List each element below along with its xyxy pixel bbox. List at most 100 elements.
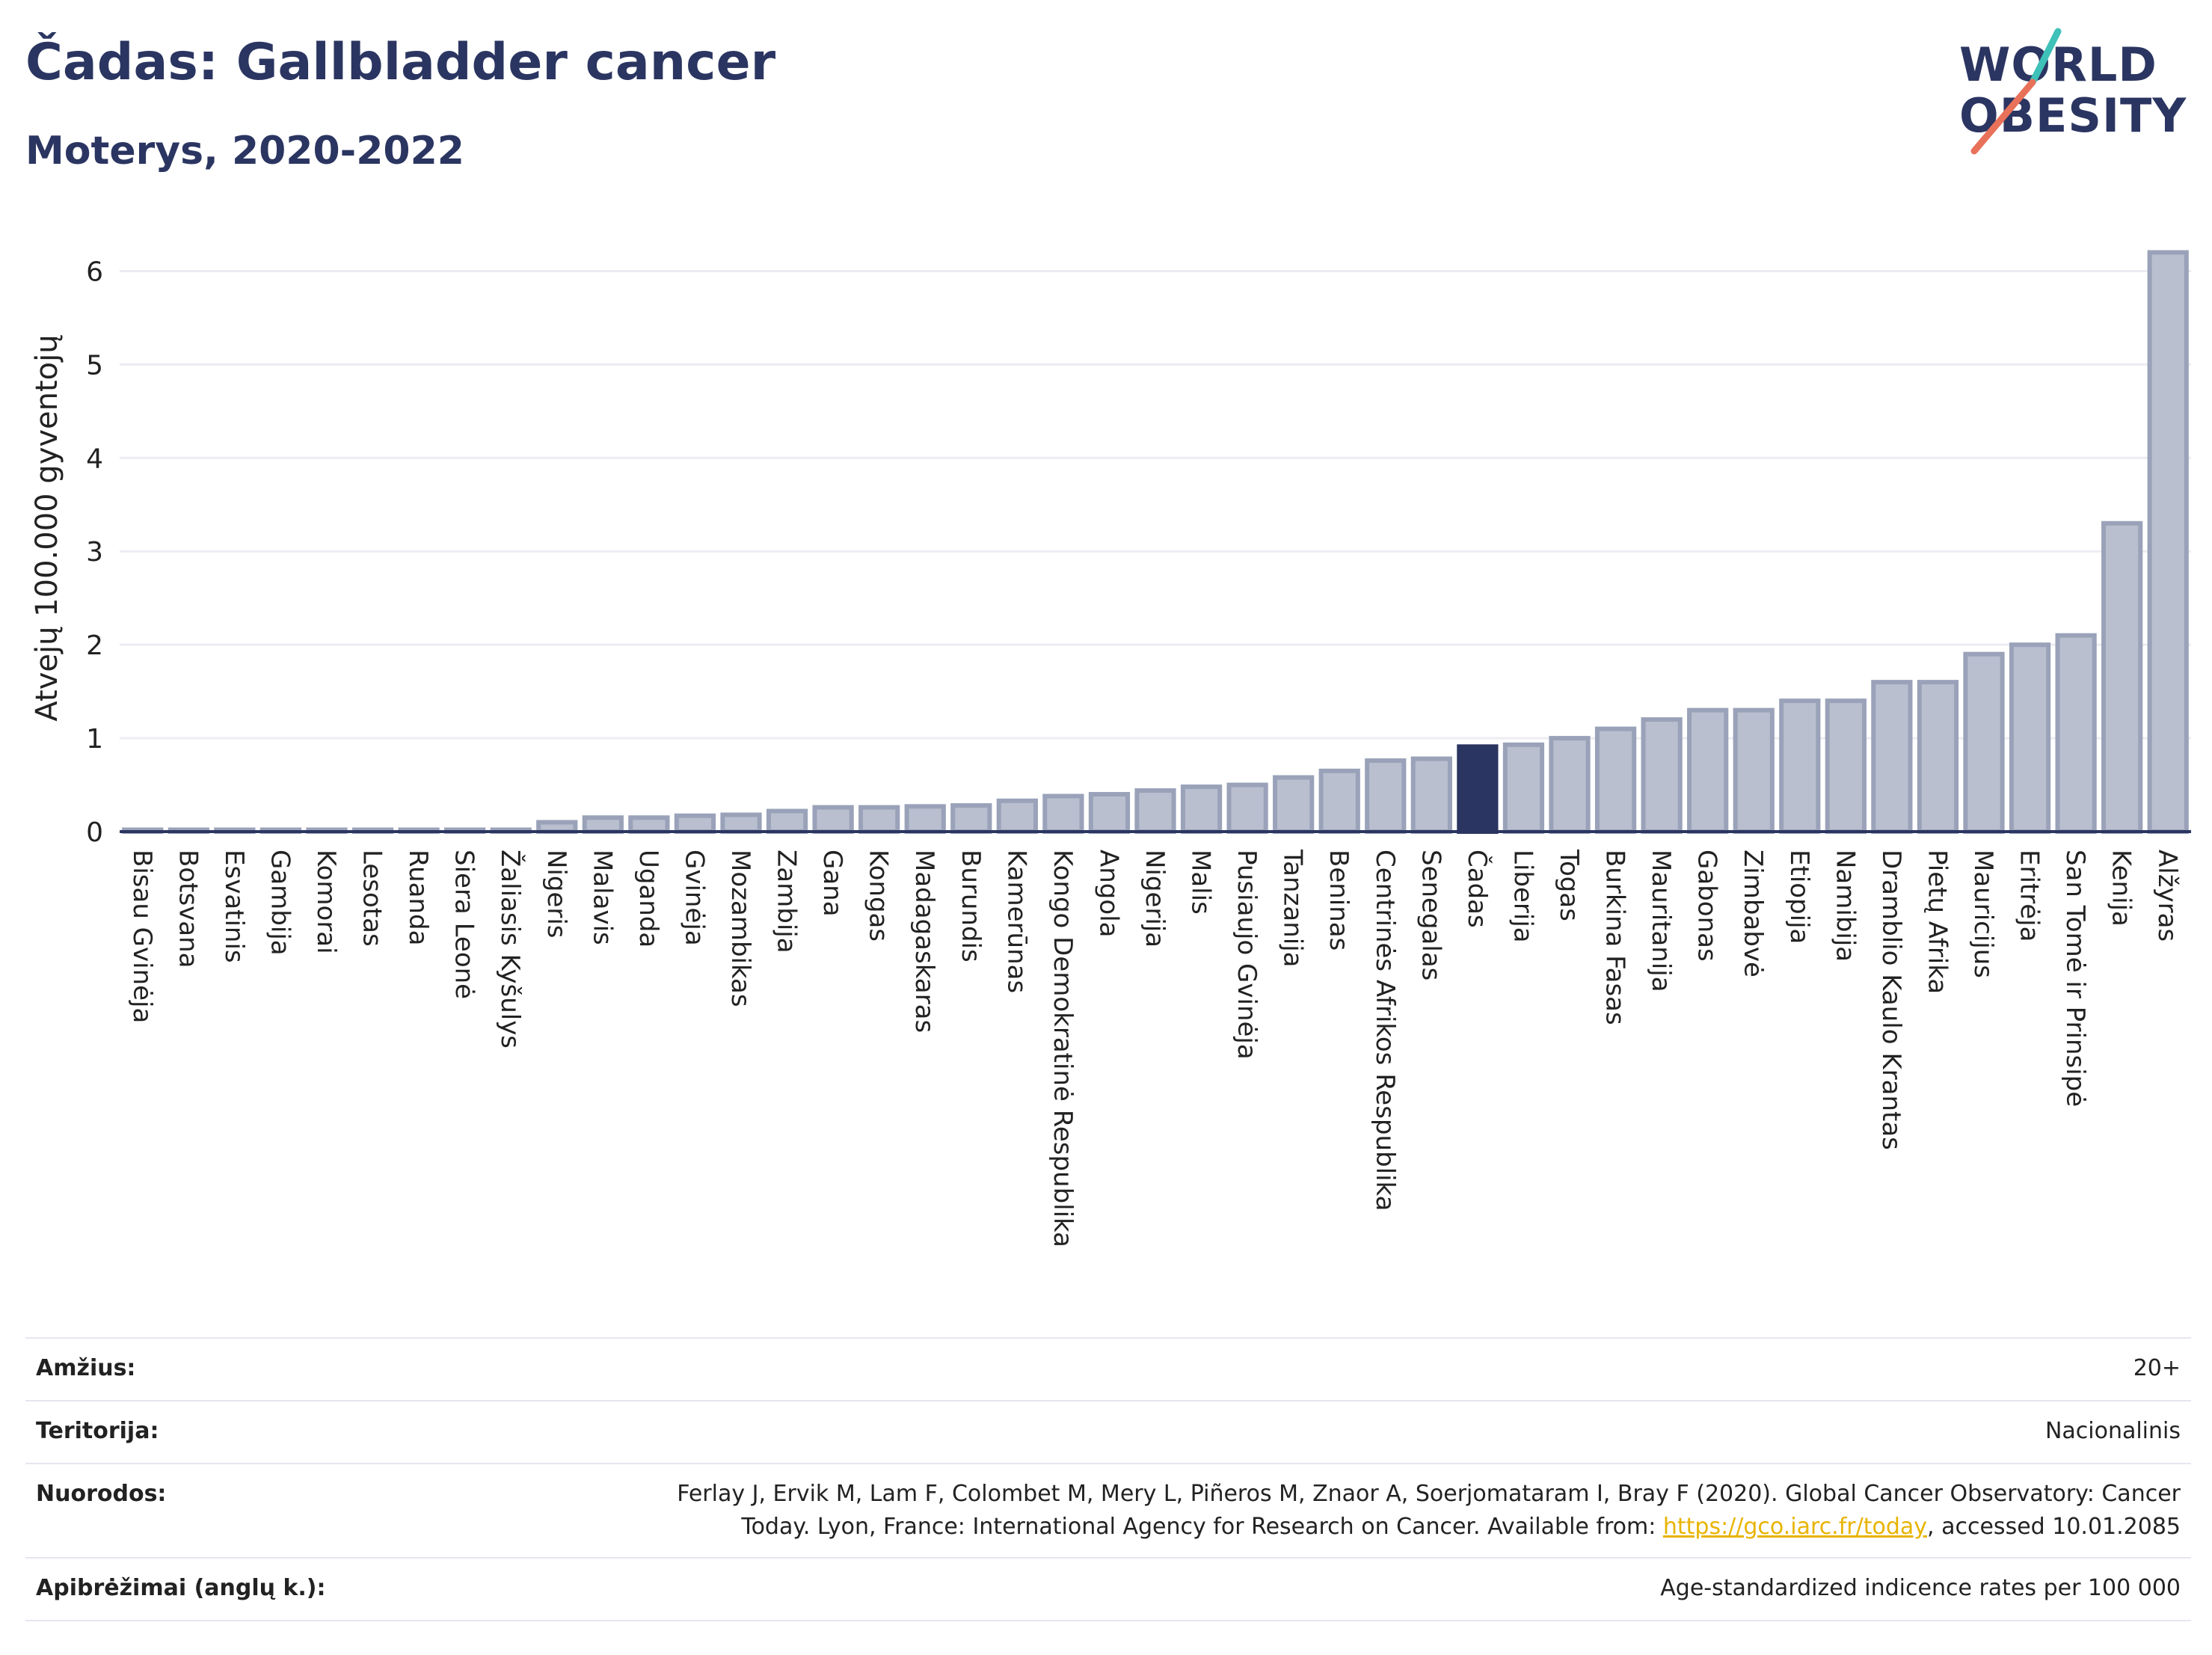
page-title: Čadas: Gallbladder cancer xyxy=(25,33,776,92)
x-tick-label: Pietų Afrika xyxy=(1922,850,1952,994)
bar xyxy=(1457,744,1499,835)
x-tick-label: Zimbabvė xyxy=(1738,850,1768,977)
bar xyxy=(1917,680,1959,834)
meta-value-territory: Nacionalinis xyxy=(2044,1418,2181,1444)
x-tick-label: Senegalas xyxy=(1416,850,1446,980)
x-tick-label: Bisau Gvinėja xyxy=(127,850,157,1023)
logo-slash-icon xyxy=(1970,28,2062,155)
meta-row-references: Nuorodos: Ferlay J, Ervik M, Lam F, Colo… xyxy=(25,1463,2191,1557)
meta-row-definitions: Apibrėžimai (anglų k.): Age-standardized… xyxy=(25,1557,2191,1621)
bar xyxy=(766,808,808,835)
bar xyxy=(2147,250,2189,834)
bar xyxy=(1963,651,2005,835)
bar xyxy=(1134,788,1176,834)
x-tick-label: Esvatinis xyxy=(219,850,249,963)
bar xyxy=(1226,782,1268,834)
x-tick-label: Siera Leonė xyxy=(449,850,479,999)
x-tick-label: Kenija xyxy=(2107,850,2136,927)
y-tick-label: 2 xyxy=(86,630,103,661)
x-tick-label: Zambija xyxy=(772,850,802,954)
x-tick-label: Žaliasis Kyšulys xyxy=(495,850,526,1048)
meta-label-definitions: Apibrėžimai (anglų k.): xyxy=(36,1575,326,1601)
x-tick-label: Botsvana xyxy=(173,850,203,968)
bar xyxy=(950,803,992,834)
x-tick-label: Namibija xyxy=(1830,850,1860,962)
x-tick-label: Burkina Fasas xyxy=(1600,850,1630,1025)
bar xyxy=(1318,768,1360,835)
bar xyxy=(674,813,716,834)
bar xyxy=(1042,793,1084,834)
bar xyxy=(1180,784,1223,834)
bar xyxy=(628,815,670,835)
reference-line2-post: , accessed 10.01.2085 xyxy=(1927,1514,2181,1540)
meta-value-age: 20+ xyxy=(2133,1355,2181,1381)
bar xyxy=(582,815,624,835)
x-tick-label: Gana xyxy=(817,850,847,917)
metadata-table: Amžius: 20+ Teritorija: Nacionalinis Nuo… xyxy=(25,1337,2191,1621)
reference-line1: Ferlay J, Ervik M, Lam F, Colombet M, Me… xyxy=(677,1481,2181,1507)
x-tick-label: Malis xyxy=(1186,850,1216,915)
bar xyxy=(1410,756,1452,834)
x-tick-label: Uganda xyxy=(633,850,663,948)
meta-row-territory: Teritorija: Nacionalinis xyxy=(25,1400,2191,1463)
bar xyxy=(1273,775,1315,834)
x-tick-label: Gvinėja xyxy=(679,850,709,946)
reference-line2: Today. Lyon, France: International Agenc… xyxy=(677,1511,2181,1544)
x-tick-label: Tanzanija xyxy=(1278,849,1308,967)
meta-label-references: Nuorodos: xyxy=(36,1481,167,1507)
world-obesity-logo: WORLD OBESITY xyxy=(1944,22,2199,165)
bar xyxy=(1549,736,1591,834)
x-tick-label: Mozambikas xyxy=(725,850,755,1007)
y-tick-label: 0 xyxy=(86,817,103,848)
x-tick-label: Eritrėja xyxy=(2015,850,2044,942)
bar xyxy=(996,798,1038,835)
bar xyxy=(1733,707,1775,834)
bar xyxy=(1641,717,1683,834)
x-tick-label: Kamerūnas xyxy=(1001,850,1031,993)
bar xyxy=(1594,726,1637,834)
bar xyxy=(1871,680,1913,834)
reference-line2-pre: Today. Lyon, France: International Agenc… xyxy=(741,1514,1663,1540)
y-tick-label: 3 xyxy=(86,537,103,568)
x-tick-label: Mauricijus xyxy=(1968,850,1998,978)
x-tick-label: Kongo Demokratinė Respublika xyxy=(1048,850,1078,1247)
x-tick-label: Gabonas xyxy=(1692,850,1722,962)
logo-line2: OBESITY xyxy=(1959,88,2187,143)
x-tick-label: Burundis xyxy=(956,850,986,962)
y-tick-label: 5 xyxy=(86,350,103,381)
meta-row-age: Amžius: 20+ xyxy=(25,1337,2191,1400)
bar xyxy=(1088,792,1131,834)
meta-label-territory: Teritorija: xyxy=(36,1418,159,1444)
x-tick-label: Nigeris xyxy=(541,850,571,939)
reference-link[interactable]: https://gco.iarc.fr/today xyxy=(1662,1514,1928,1540)
bar xyxy=(2101,521,2143,834)
meta-value-references: Ferlay J, Ervik M, Lam F, Colombet M, Me… xyxy=(677,1478,2181,1544)
bar xyxy=(1365,758,1407,835)
x-tick-label: Kongas xyxy=(864,850,894,942)
x-tick-label: Centrinės Afrikos Respublika xyxy=(1370,850,1400,1211)
bar xyxy=(720,812,762,834)
x-tick-label: Liberija xyxy=(1508,850,1537,943)
logo-line1: WORLD xyxy=(1959,37,2157,92)
bar xyxy=(858,805,900,835)
x-tick-label: Čadas xyxy=(1462,850,1493,928)
x-tick-label: Togas xyxy=(1554,849,1584,921)
x-tick-label: Gambija xyxy=(265,850,295,956)
bar xyxy=(1502,742,1545,834)
y-tick-label: 4 xyxy=(86,443,103,474)
x-tick-label: Alžyras xyxy=(2152,850,2182,942)
meta-label-age: Amžius: xyxy=(36,1355,136,1381)
bar xyxy=(904,804,946,834)
x-tick-label: Angola xyxy=(1093,850,1123,937)
bar xyxy=(1687,707,1729,834)
x-tick-label: Etiopija xyxy=(1784,850,1814,944)
x-tick-label: Malavis xyxy=(587,850,617,945)
y-tick-label: 1 xyxy=(86,724,103,755)
bar xyxy=(1825,698,1867,834)
x-tick-label: Pusiaujo Gvinėja xyxy=(1232,850,1262,1060)
x-tick-label: Madagaskaras xyxy=(909,850,939,1033)
bar xyxy=(2009,642,2051,835)
y-axis-label: Atvejų 100.000 gyventojų xyxy=(30,334,64,721)
bar-chart: 0 1 2 3 4 5 6 Atvejų 100.000 gyventojų Bisau Gvi… xyxy=(30,250,2191,1247)
x-tick-label: Dramblio Kaulo Krantas xyxy=(1876,850,1906,1150)
